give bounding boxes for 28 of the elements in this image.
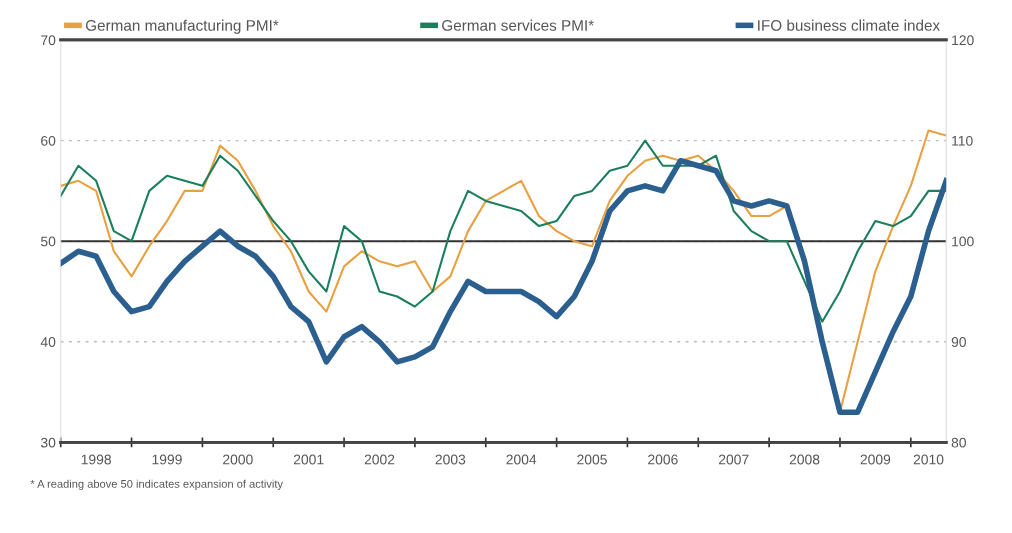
x-tick-label: 2002	[364, 454, 395, 465]
y-tick-label: 30	[40, 437, 56, 448]
x-tick-label: 2009	[860, 454, 891, 465]
x-tick-label: 1998	[81, 454, 111, 465]
y2-tick-label: 110	[952, 135, 973, 146]
y-tick-label: 50	[40, 236, 56, 247]
line-series	[60, 139, 947, 323]
legend-label: IFO business climate index	[758, 19, 940, 31]
legend-label: German manufacturing PMI*	[85, 19, 279, 34]
x-tick-label: 2010	[913, 454, 944, 465]
x-tick-label: 2000	[223, 454, 253, 465]
x-tick-label: 1999	[152, 454, 182, 465]
y2-tick-label: 80	[951, 437, 966, 448]
x-tick-label: 2008	[789, 454, 820, 465]
y2-tick-label: 100	[952, 236, 974, 247]
y-tick-label: 60	[41, 135, 56, 146]
y-tick-label: 70	[41, 35, 56, 46]
text: * A reading above 50 indicates expansion of activity	[30, 479, 283, 490]
x-tick-label: 2005	[577, 454, 607, 465]
x-tick-label: 2001	[293, 454, 324, 465]
x-tick-label: 2006	[648, 454, 678, 465]
x-tick-label: 2003	[435, 454, 466, 465]
legend-label: German services PMI*	[442, 19, 594, 31]
y2-tick-label: 120	[952, 35, 974, 46]
y2-tick-label: 90	[951, 337, 966, 347]
y-tick-label: 40	[40, 337, 56, 347]
x-tick-label: 2007	[718, 454, 749, 465]
x-tick-label: 2004	[506, 454, 537, 465]
